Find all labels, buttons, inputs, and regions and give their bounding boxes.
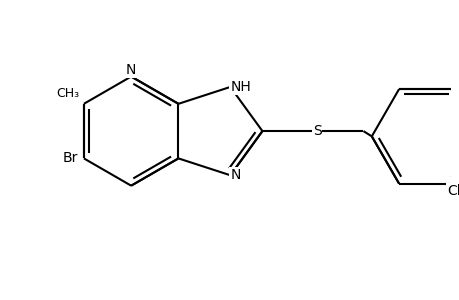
Text: S: S [312,124,321,138]
Text: CH₃: CH₃ [56,87,79,100]
Text: Cl: Cl [446,184,459,198]
Text: NH: NH [230,80,251,94]
Text: N: N [230,168,240,182]
Text: Br: Br [62,152,78,165]
Text: N: N [126,62,136,76]
